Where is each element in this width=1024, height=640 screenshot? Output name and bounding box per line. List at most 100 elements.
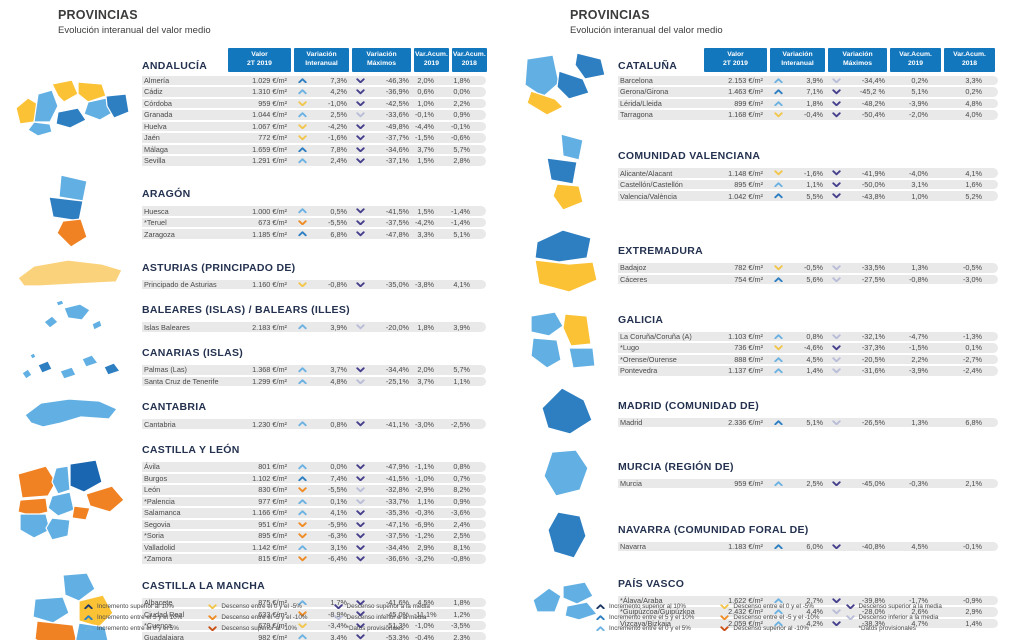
value-2t2019: 1.166 €/m² <box>252 508 287 518</box>
table-row: *Zamora 815 €/m² -6,4% -36,6% -3,2% -0,8% <box>142 554 486 564</box>
var-acum-2019: 3,3% <box>417 229 434 239</box>
var-acum-2019: -1,7% <box>908 595 928 605</box>
province-name: Sevilla <box>144 156 166 166</box>
legend-item: Descenso superior a la media <box>845 603 942 610</box>
arrow-down-icon <box>356 367 365 373</box>
table-row: Burgos 1.102 €/m² 7,4% -41,5% -1,0% 0,7% <box>142 473 486 484</box>
variacion-interanual: -0,8% <box>294 280 352 289</box>
variacion-interanual: 4,1% <box>294 508 352 517</box>
var-acum-2018: 0,2% <box>965 87 982 97</box>
var-acum-2019: -3,2% <box>414 554 434 564</box>
value-2t2019: 1.148 €/m² <box>728 168 763 178</box>
table-row: Ávila 801 €/m² 0,0% -47,9% -1,1% 0,8% <box>142 462 486 472</box>
table-row: Albacete 875 €/m² 1,7% -41,6% 4,5% 1,8% <box>142 597 486 608</box>
province-name: Burgos <box>144 473 168 483</box>
table-row: Jaén 772 €/m² -1,6% -37,7% -1,5% -0,6% <box>142 133 486 143</box>
var-acum-2018: -2,7% <box>962 354 982 364</box>
variacion-maximos: -37,1% <box>352 156 414 165</box>
arrow-up-icon <box>298 158 307 164</box>
variacion-interanual: -3,4% <box>294 621 352 630</box>
region-map <box>0 393 142 433</box>
var-acum-2018: -1,3% <box>962 331 982 341</box>
value-2t2019: 1.142 €/m² <box>252 542 287 552</box>
arrow-up-icon <box>298 112 307 118</box>
province-name: Principado de Asturias <box>144 279 217 289</box>
arrow-down-icon <box>298 123 307 129</box>
table-row: Cádiz 1.310 €/m² 4,2% -36,9% 0,6% 0,0% <box>142 87 486 97</box>
variacion-interanual: 4,5% <box>770 355 828 364</box>
arrow-down-icon <box>298 220 307 226</box>
map-aragon <box>48 174 88 248</box>
variacion-interanual: 1,8% <box>770 99 828 108</box>
value-2t2019: 895 €/m² <box>258 531 287 541</box>
var-acum-2018: 1,8% <box>453 75 470 85</box>
province-name: *Cuenca <box>144 621 172 631</box>
arrow-up-icon <box>774 420 783 426</box>
arrow-down-icon <box>832 77 841 83</box>
variacion-interanual: 6,8% <box>294 230 352 239</box>
var-acum-2019: 1,3% <box>911 263 928 273</box>
province-name: Navarra <box>620 542 646 552</box>
region-map <box>0 256 142 290</box>
legend-label: Incremento superior al 10% <box>97 603 175 610</box>
region-block: GALICIA La Coruña/Coruña (A) 1.103 €/m² 0,8… <box>512 308 1024 378</box>
map-extremadura <box>534 229 598 293</box>
var-acum-2019: -3,9% <box>908 366 928 376</box>
arrow-down-icon <box>298 556 307 562</box>
arrow-up-icon <box>774 609 783 615</box>
value-2t2019: 899 €/m² <box>734 98 763 108</box>
arrow-up-icon <box>298 208 307 214</box>
var-acum-2019: 0,2% <box>911 75 928 85</box>
arrow-up-icon <box>298 544 307 550</box>
region-map <box>0 456 142 548</box>
legend-label: Descenso entre el 0 y el -5% <box>733 603 814 610</box>
value-2t2019: 1.160 €/m² <box>252 279 287 289</box>
variacion-interanual: 3,4% <box>294 633 352 640</box>
map-cyl <box>17 459 125 541</box>
variacion-interanual: 7,4% <box>294 474 352 483</box>
value-2t2019: 875 €/m² <box>258 598 287 608</box>
table-row: *Orense/Ourense 888 €/m² 4,5% -20,5% 2,2% -2,… <box>618 354 998 365</box>
arrow-down-icon <box>832 609 841 615</box>
variacion-interanual: -8,9% <box>294 610 352 619</box>
var-acum-2019: -0,3% <box>908 479 928 489</box>
variacion-maximos: -50,4% <box>828 110 890 119</box>
arrow-up-icon <box>774 77 783 83</box>
arrow-down-icon <box>832 345 841 351</box>
table-row: Principado de Asturias 1.160 €/m² -0,8% -35… <box>142 279 486 290</box>
province-name: Lérida/Lleida <box>620 98 662 108</box>
var-acum-2019: -11,1% <box>414 609 437 619</box>
arrow-down-icon <box>356 378 365 384</box>
region-block: MADRID (COMUNIDAD DE) Madrid 2.336 €/m² 5,1… <box>512 386 1024 438</box>
variacion-maximos: -32,8% <box>352 485 414 494</box>
var-acum-2018: 3,3% <box>965 75 982 85</box>
region-map <box>512 578 618 624</box>
arrow-down-icon <box>356 498 365 504</box>
var-acum-2019: 1,0% <box>911 191 928 201</box>
arrow-down-icon <box>356 100 365 106</box>
value-2t2019: 959 €/m² <box>734 479 763 489</box>
var-acum-2019: 2,0% <box>417 365 434 375</box>
value-2t2019: 1.137 €/m² <box>728 366 763 376</box>
variacion-interanual: 2,7% <box>770 596 828 605</box>
legend-label: Descenso superior a la media <box>858 603 942 610</box>
arrow-up-icon <box>298 421 307 427</box>
region-map <box>512 508 618 564</box>
province-name: Salamanca <box>144 508 181 518</box>
page-subtitle: Evolución interanual del valor medio <box>58 25 211 36</box>
arrow-up-icon <box>298 634 307 640</box>
table-row: Almería 1.029 €/m² 7,3% -46,3% 2,0% 1,8% <box>142 75 486 86</box>
region-map <box>0 173 142 251</box>
legend-decrements: Descenso entre el 0 y el -5% Descenso ent… <box>208 603 308 632</box>
var-acum-2018: -0,8% <box>450 554 470 564</box>
legend-media: Descenso superior a la media Descenso inf… <box>333 603 430 632</box>
map-clm <box>32 572 114 640</box>
value-2t2019: 1.102 €/m² <box>252 473 287 483</box>
var-acum-2018: 2,5% <box>453 531 470 541</box>
var-acum-2019: -1,2% <box>414 531 434 541</box>
variacion-interanual: 7,3% <box>294 76 352 85</box>
variacion-maximos: -34,6% <box>352 145 414 154</box>
var-acum-2018: 2,8% <box>453 156 470 166</box>
legend-item: Descenso entre el -5 y el -10% <box>208 614 308 621</box>
var-acum-2019: 3,7% <box>417 144 434 154</box>
